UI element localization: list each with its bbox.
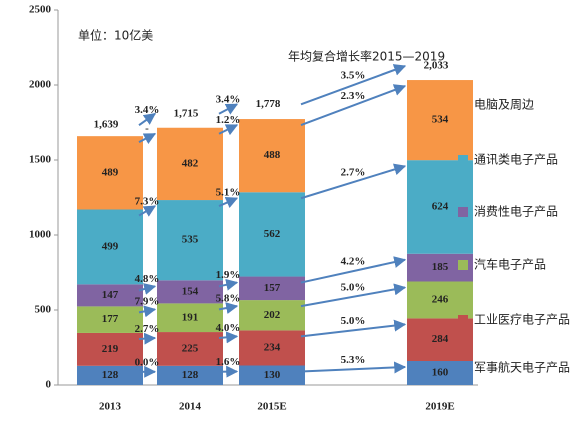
data-label: 234: [264, 341, 281, 353]
growth-arrow: [301, 367, 405, 372]
data-label: 562: [264, 228, 281, 240]
growth-label: -: [145, 122, 149, 134]
data-label: 160: [432, 367, 449, 379]
growth-arrow: [139, 338, 155, 339]
unit-note: 单位：10亿美: [78, 28, 153, 43]
legend-swatch: [458, 100, 468, 110]
data-label: 225: [182, 342, 199, 354]
legend-label: 汽车电子产品: [474, 257, 546, 272]
data-label: 284: [432, 333, 449, 345]
x-tick-label: 2019E: [425, 401, 454, 413]
growth-label: 5.0%: [341, 281, 366, 293]
legend-label: 工业医疗电子产品: [474, 313, 570, 327]
growth-label: 1.9%: [216, 269, 241, 281]
growth-label: 2.7%: [135, 323, 160, 335]
data-label: 489: [102, 166, 119, 178]
y-tick-label: 1500: [29, 154, 52, 166]
data-label: 147: [102, 289, 119, 301]
data-label: 535: [182, 234, 199, 246]
y-tick-label: 0: [46, 379, 52, 391]
growth-label: 1.6%: [216, 356, 241, 368]
growth-label: 2.7%: [341, 167, 366, 179]
y-tick-label: 2500: [29, 4, 52, 16]
cagr-note: 年均复合增长率2015—2019: [288, 49, 445, 64]
data-label: 482: [182, 157, 199, 169]
growth-label: 3.4%: [135, 104, 160, 116]
legend-label: 军事航天电子产品: [474, 360, 570, 375]
growth-label: 7.3%: [135, 195, 160, 207]
data-label: 128: [182, 369, 199, 381]
growth-label: 4.8%: [135, 273, 160, 285]
growth-label: 3.4%: [216, 94, 241, 106]
data-label: 219: [102, 343, 119, 355]
x-tick-label: 2015E: [257, 401, 286, 413]
data-label: 488: [264, 149, 281, 161]
y-tick-label: 1000: [29, 229, 52, 241]
y-tick-label: 500: [35, 304, 52, 316]
growth-label: 4.2%: [341, 256, 366, 268]
total-label: 1,715: [174, 107, 199, 119]
data-label: 128: [102, 369, 119, 381]
growth-label: 4.0%: [216, 322, 241, 334]
growth-label: 5.0%: [341, 315, 366, 327]
growth-label: 0.0%: [135, 356, 160, 368]
data-label: 157: [264, 282, 281, 294]
growth-label: 5.1%: [216, 187, 241, 199]
total-label: 2,033: [424, 60, 449, 72]
data-label: 191: [182, 311, 199, 323]
data-label: 177: [102, 313, 119, 325]
legend-label: 通讯类电子产品: [474, 153, 558, 167]
data-label: 499: [102, 240, 119, 252]
growth-label: 3.5%: [341, 70, 366, 82]
data-label: 246: [432, 293, 449, 305]
legend-swatch: [458, 155, 468, 165]
growth-arrow: [219, 104, 237, 113]
legend-swatch: [458, 315, 468, 325]
growth-label: 7.9%: [135, 295, 160, 307]
growth-label: 1.2%: [216, 114, 241, 126]
growth-label: 2.3%: [341, 90, 366, 102]
data-label: 534: [432, 114, 449, 126]
legend-swatch: [458, 363, 468, 373]
growth-label: 5.8%: [216, 292, 241, 304]
data-label: 202: [264, 309, 281, 321]
legend-label: 消费性电子产品: [474, 205, 558, 219]
data-label: 154: [182, 285, 199, 297]
legend-swatch: [458, 260, 468, 270]
legend-swatch: [458, 207, 468, 217]
x-tick-label: 2013: [99, 401, 122, 413]
total-label: 1,639: [94, 119, 119, 131]
data-label: 624: [432, 200, 449, 212]
total-label: 1,778: [256, 98, 281, 110]
legend-label: 电脑及周边: [474, 98, 534, 112]
y-tick-label: 2000: [29, 79, 52, 91]
data-label: 130: [264, 369, 281, 381]
growth-label: 5.3%: [341, 354, 366, 366]
data-label: 185: [432, 261, 449, 273]
x-tick-label: 2014: [179, 401, 202, 413]
